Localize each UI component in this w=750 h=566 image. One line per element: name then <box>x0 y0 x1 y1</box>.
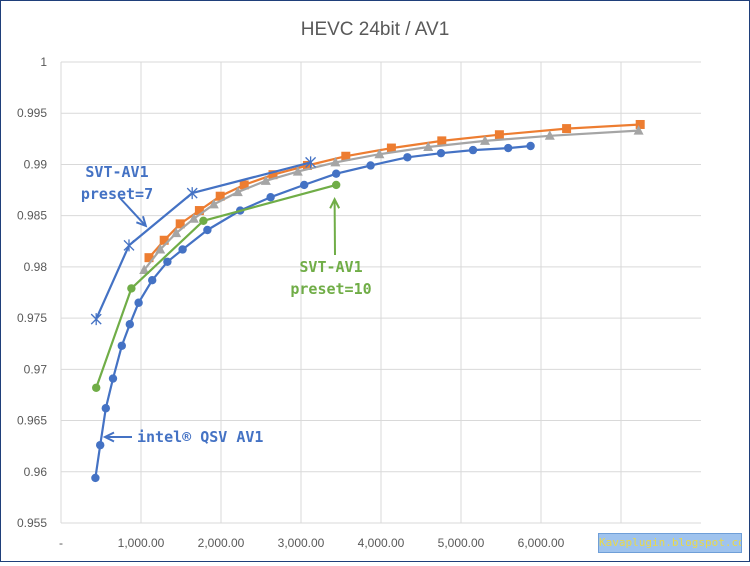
annotation-3: intel® QSV AV1 <box>105 428 263 446</box>
data-point <box>178 245 186 253</box>
chart-title: HEVC 24bit / AV1 <box>301 19 450 40</box>
y-tick-label: 0.99 <box>24 157 48 171</box>
data-point <box>266 193 274 201</box>
annotation-label: preset=10 <box>290 280 371 298</box>
y-tick-label: 1 <box>40 55 47 69</box>
series-svt-av1-preset-7 <box>91 156 315 325</box>
data-point <box>199 217 207 225</box>
y-tick-label: 0.98 <box>24 260 48 274</box>
annotation-label: SVT-AV1 <box>299 258 362 276</box>
data-point <box>126 320 134 328</box>
y-tick-label: 0.975 <box>17 311 47 325</box>
data-point <box>124 239 134 251</box>
data-point <box>495 130 504 139</box>
y-tick-label: 0.97 <box>24 362 48 376</box>
annotation-label: intel® QSV AV1 <box>137 428 263 446</box>
data-point <box>366 161 374 169</box>
data-point <box>96 441 104 449</box>
data-point <box>134 299 142 307</box>
x-tick-label: 3,000.00 <box>278 536 325 550</box>
y-tick-label: 0.96 <box>24 465 48 479</box>
data-point <box>91 474 99 482</box>
y-tick-label: 0.995 <box>17 106 47 120</box>
annotation-label: preset=7 <box>81 185 153 203</box>
y-tick-label: 0.955 <box>17 516 47 530</box>
data-point <box>92 384 100 392</box>
x-tick-label: - <box>59 536 63 550</box>
annotation-1: SVT-AV1 preset=7 <box>81 163 153 226</box>
data-point <box>562 124 571 133</box>
data-point <box>636 120 645 129</box>
data-point <box>127 284 135 292</box>
watermark-label: Kavaplugin.blogspot.com <box>598 533 742 553</box>
x-tick-label: 2,000.00 <box>198 536 245 550</box>
data-point <box>469 146 477 154</box>
data-point <box>504 144 512 152</box>
data-point <box>526 142 534 150</box>
data-point <box>332 169 340 177</box>
data-point <box>300 181 308 189</box>
series-svt-av1-preset-4 <box>145 120 645 262</box>
data-point <box>203 226 211 234</box>
y-tick-label: 0.985 <box>17 209 47 223</box>
x-tick-label: 4,000.00 <box>358 536 405 550</box>
x-tick-label: 1,000.00 <box>118 536 165 550</box>
data-point <box>102 404 110 412</box>
annotation-2: SVT-AV1 preset=10 <box>290 199 371 298</box>
data-point <box>148 276 156 284</box>
y-tick-label: 0.965 <box>17 414 47 428</box>
gridlines <box>61 62 701 523</box>
annotation-label: SVT-AV1 <box>85 163 148 181</box>
data-point <box>437 136 446 145</box>
data-point <box>91 313 101 325</box>
annotations: SVT-AV1 preset=7 SVT-AV1 preset=10 intel® QS… <box>81 163 372 446</box>
x-tick-label: 6,000.00 <box>518 536 565 550</box>
data-point <box>332 181 340 189</box>
data-point <box>109 374 117 382</box>
data-point <box>437 149 445 157</box>
data-point <box>118 342 126 350</box>
x-tick-label: 5,000.00 <box>438 536 485 550</box>
data-point <box>403 153 411 161</box>
